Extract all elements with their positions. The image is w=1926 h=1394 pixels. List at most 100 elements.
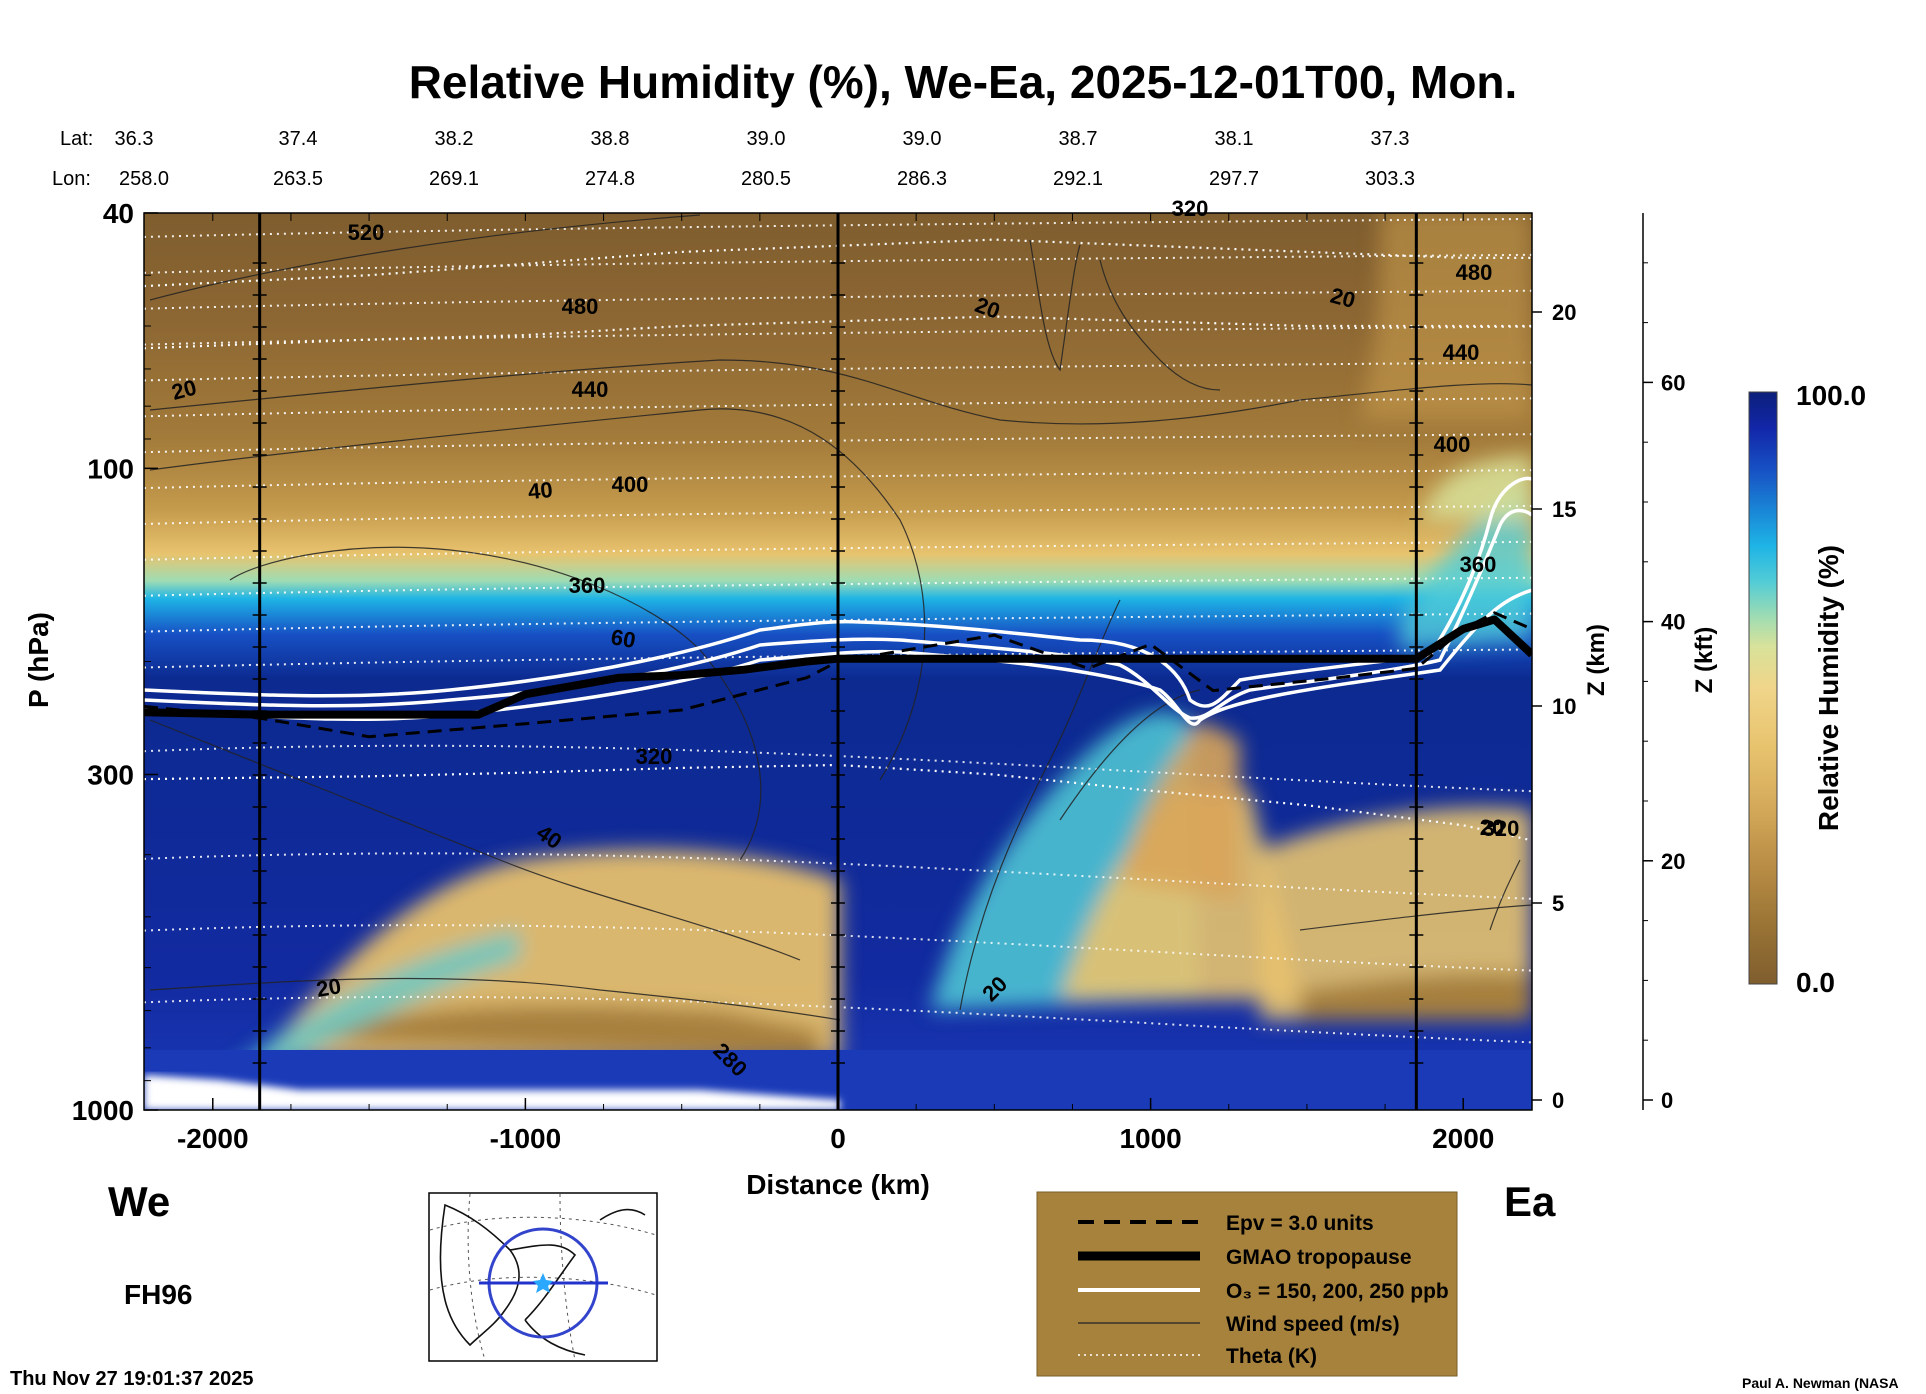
theta-label: 520 — [348, 220, 385, 245]
theta-contour — [144, 995, 1532, 1044]
inset-map-graticule — [429, 1193, 657, 1361]
theta-label: 440 — [572, 377, 609, 402]
theta-contour — [144, 397, 1532, 418]
z-kft-tick-label: 60 — [1661, 370, 1685, 395]
wind-speed-contour — [149, 408, 926, 781]
legend-item-epv: Epv = 3.0 units — [1226, 1212, 1374, 1235]
ozone-contour — [144, 476, 1532, 708]
wind-speed-contour — [149, 359, 1532, 425]
colorbar-min-label: 0.0 — [1796, 967, 1835, 998]
wind-speed-contour — [149, 719, 801, 961]
terrain — [144, 1075, 840, 1110]
colorbar-label: Relative Humidity (%) — [1813, 545, 1844, 831]
lat-value: 38.8 — [591, 128, 630, 150]
lon-value: 303.3 — [1365, 168, 1415, 190]
wind-label: 20 — [1480, 815, 1504, 840]
legend-item-ozone: O₃ = 150, 200, 250 ppb — [1226, 1280, 1449, 1303]
wind-label: 40 — [527, 477, 554, 504]
theta-contour — [144, 540, 1532, 561]
credit: Paul A. Newman (NASA — [1742, 1375, 1899, 1391]
lat-value: 38.1 — [1215, 128, 1254, 150]
theta-label: 360 — [569, 573, 606, 598]
lat-value: 36.3 — [115, 128, 154, 150]
legend-item-wind: Wind speed (m/s) — [1226, 1313, 1400, 1336]
z-km-tick-label: 5 — [1552, 891, 1564, 916]
y-tick-label: 40 — [103, 198, 134, 229]
z-km-tick-label: 20 — [1552, 300, 1576, 325]
endpoint-right-label: Ea — [1504, 1178, 1556, 1225]
lat-value: 39.0 — [903, 128, 942, 150]
z-km-tick-label: 15 — [1552, 497, 1576, 522]
theta-contour — [144, 744, 1532, 793]
inset-map — [428, 1192, 658, 1362]
theta-label: 320 — [1172, 196, 1209, 221]
theta-contour — [144, 852, 1532, 900]
theta-label: 400 — [612, 472, 649, 497]
wind-label: 60 — [609, 624, 637, 653]
wind-speed-contour — [229, 546, 762, 861]
lon-value: 258.0 — [119, 168, 169, 190]
x-tick-label: -1000 — [490, 1123, 562, 1154]
legend-item-tropopause: GMAO tropopause — [1226, 1246, 1412, 1269]
lon-value: 286.3 — [897, 168, 947, 190]
lon-value: 297.7 — [1209, 168, 1259, 190]
legend-item-theta: Theta (K) — [1226, 1345, 1317, 1368]
tropopause-line — [144, 615, 1532, 719]
theta-contour — [144, 217, 1532, 238]
x-tick-label: 0 — [830, 1123, 846, 1154]
wind-speed-contour — [149, 977, 841, 1021]
z-km-tick-label: 10 — [1552, 694, 1576, 719]
lat-value: 38.2 — [435, 128, 474, 150]
x-tick-label: 1000 — [1119, 1123, 1181, 1154]
colorbar-max-label: 100.0 — [1796, 380, 1866, 411]
y-axis-label: P (hPa) — [23, 612, 54, 708]
wind-speed-contour — [959, 599, 1121, 1011]
theta-label: 320 — [636, 744, 673, 769]
theta-contour — [144, 924, 1532, 972]
wind-speed-contour — [1059, 689, 1201, 821]
wind-speed-contour — [1299, 904, 1532, 931]
epv-line — [144, 611, 1532, 739]
lat-lon-header: Lat: Lon: 36.3 37.4 38.2 38.8 39.0 39.0 38.7 38… — [52, 128, 1415, 190]
theta-label: 480 — [562, 294, 599, 319]
theta-contour — [144, 253, 1532, 274]
timestamp: Thu Nov 27 19:01:37 2025 — [10, 1368, 253, 1390]
lon-value: 263.5 — [273, 168, 323, 190]
x-tick-label: -2000 — [177, 1123, 249, 1154]
lat-value: 39.0 — [747, 128, 786, 150]
lon-value: 269.1 — [429, 168, 479, 190]
y-tick-label: 300 — [87, 759, 134, 790]
plot-frame — [143, 212, 1533, 1111]
colorbar — [1748, 391, 1778, 985]
theta-contour — [144, 289, 1532, 310]
theta-contour — [144, 576, 1532, 597]
y-tick-label: 100 — [87, 453, 134, 484]
z-kft-tick-label: 40 — [1661, 610, 1685, 635]
legend: Epv = 3.0 units GMAO tropopause O₃ = 150… — [1036, 1191, 1458, 1377]
lon-value: 274.8 — [585, 168, 635, 190]
inset-map-coastlines — [439, 1203, 646, 1356]
lon-label: Lon: — [52, 168, 91, 190]
z-kft-tick-label: 0 — [1661, 1088, 1673, 1113]
z-kft-tick-label: 20 — [1661, 849, 1685, 874]
lat-value: 37.3 — [1371, 128, 1410, 150]
theta-label: 480 — [1456, 260, 1493, 285]
z-km-axis-label: Z (km) — [1583, 624, 1610, 696]
theta-label: 320 — [1483, 816, 1520, 841]
inset-map-center-star — [533, 1273, 553, 1293]
chart-title: Relative Humidity (%), We-Ea, 2025-12-01… — [409, 56, 1518, 108]
contour-layer — [144, 214, 1532, 1044]
lon-value: 280.5 — [741, 168, 791, 190]
lon-value: 292.1 — [1053, 168, 1103, 190]
wind-speed-contour — [1099, 259, 1221, 391]
theta-label: 360 — [1460, 552, 1497, 577]
lat-label: Lat: — [60, 128, 93, 150]
theta-contour — [144, 325, 1532, 346]
wind-label: 20 — [314, 973, 342, 1002]
forecast-hour-label: FH96 — [124, 1279, 192, 1310]
theta-contour — [144, 612, 1532, 633]
theta-contour — [144, 361, 1532, 382]
theta-contour — [144, 433, 1532, 454]
lat-value: 37.4 — [279, 128, 318, 150]
